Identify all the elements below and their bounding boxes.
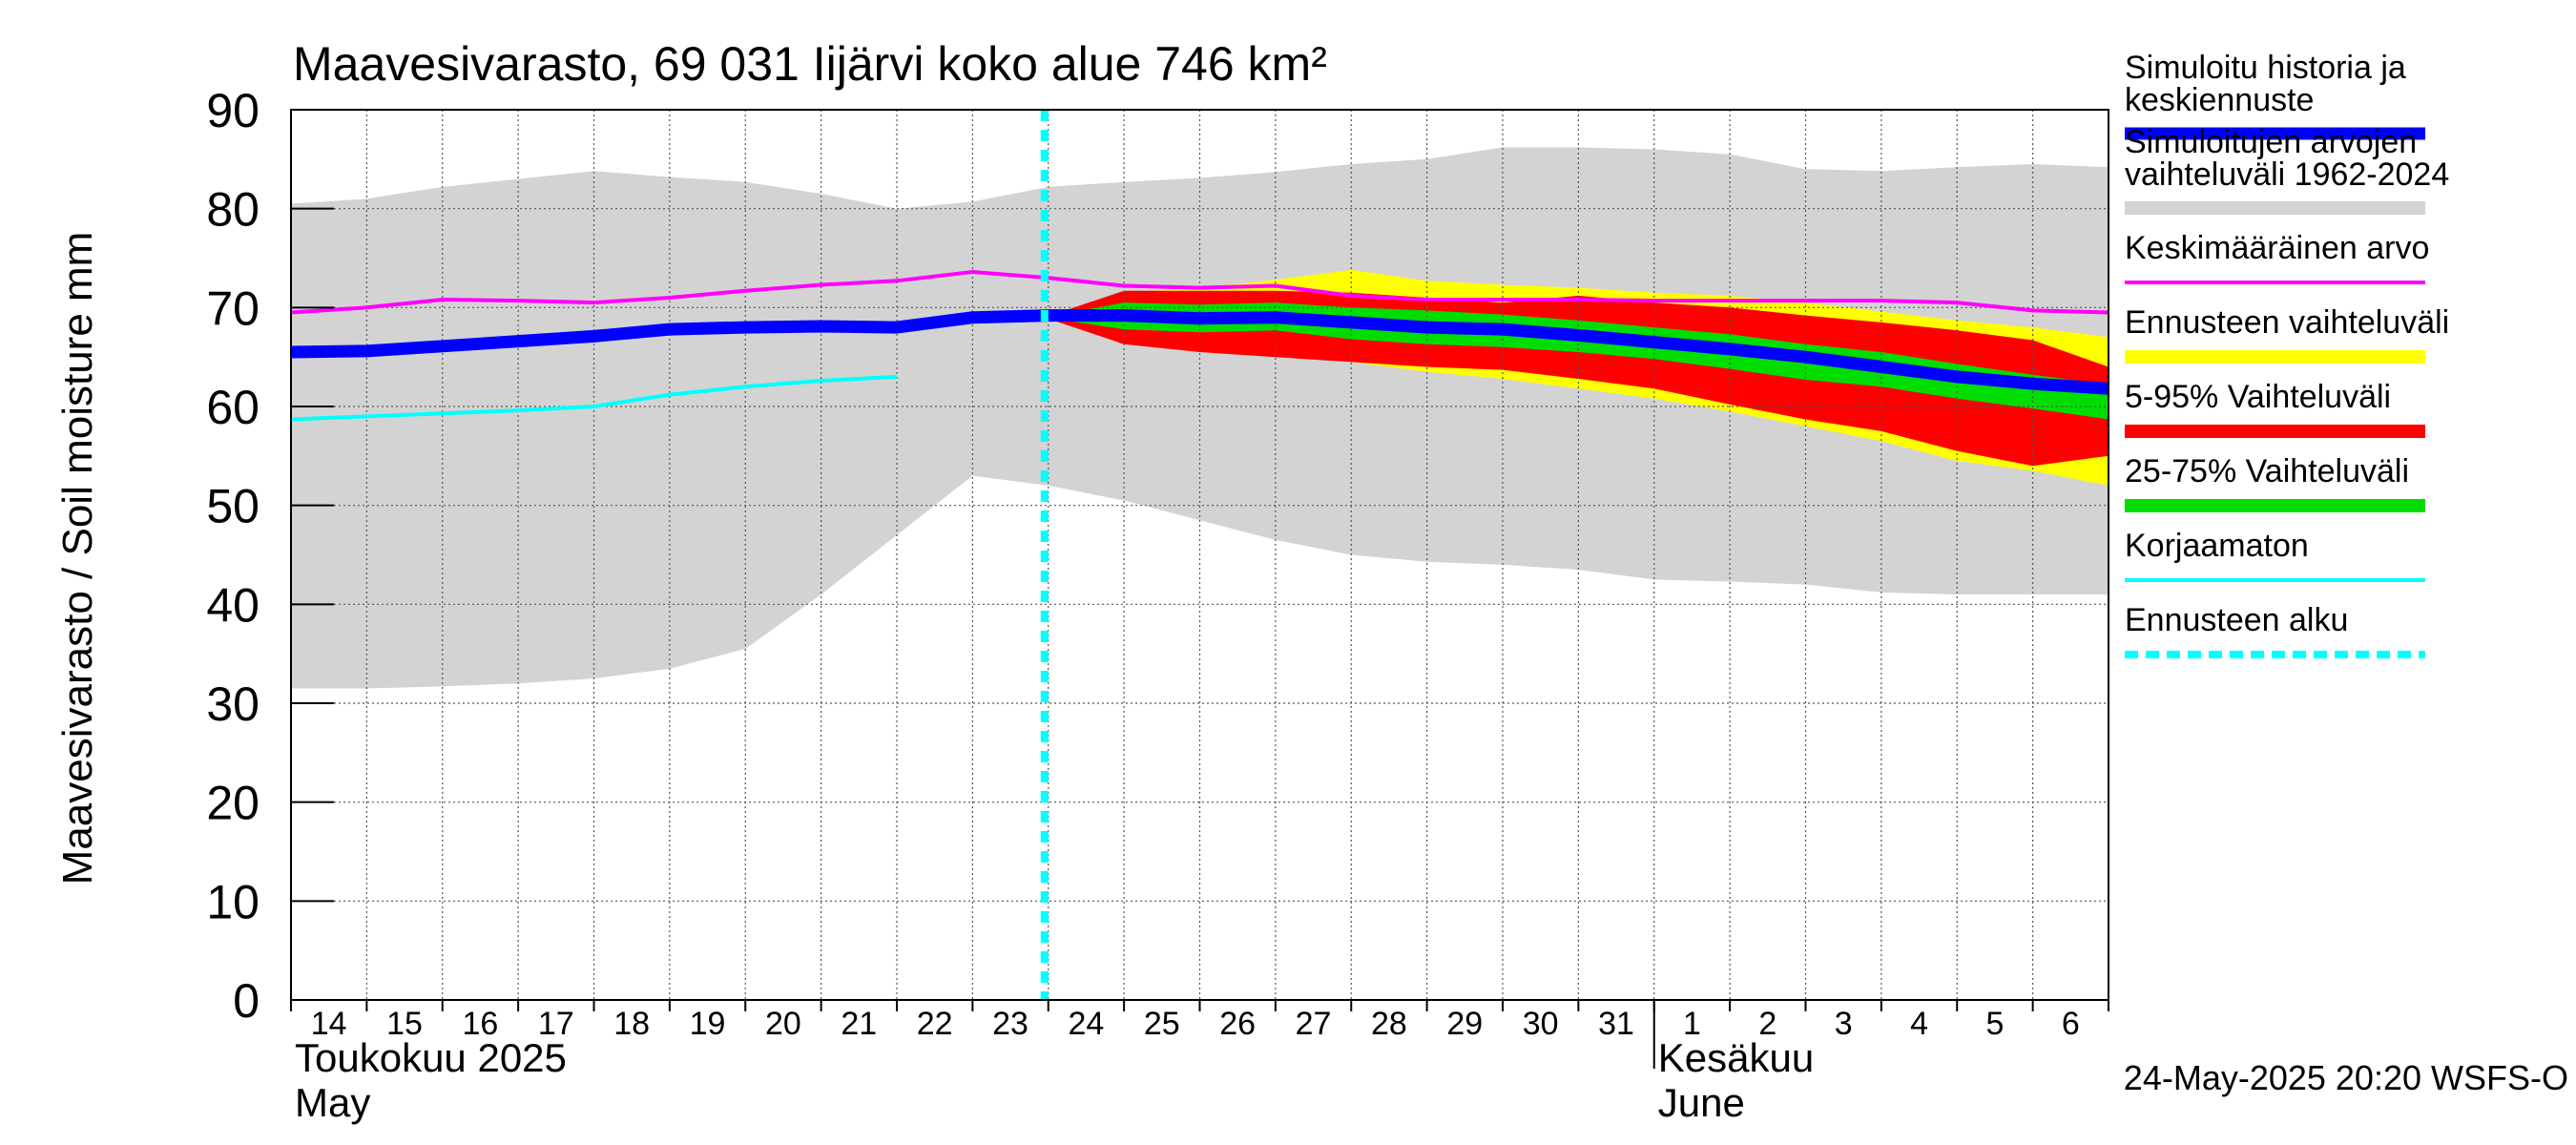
legend-entry: 25-75% Vaihteluväli [2125, 453, 2425, 512]
x-tick-label: 20 [765, 1006, 801, 1042]
month-label-fi: Toukokuu 2025 [295, 1035, 567, 1080]
legend-label-line: 25-75% Vaihteluväli [2125, 453, 2409, 489]
plot-lines [290, 110, 2109, 1000]
x-tick-label: 3 [1835, 1006, 1853, 1042]
legend-swatch [2125, 425, 2425, 438]
x-tick-label: 17 [538, 1006, 574, 1042]
y-tick-label: 20 [206, 777, 260, 830]
legend-entry: Keskimääräinen arvo [2125, 230, 2429, 284]
p25-75-band [1044, 302, 2109, 420]
x-tick-label: 4 [1910, 1006, 1928, 1042]
x-tick-label: 19 [690, 1006, 726, 1042]
y-tick-label: 90 [206, 84, 260, 137]
month-label-en: June [1658, 1080, 1745, 1125]
x-tick-label: 6 [2062, 1006, 2080, 1042]
x-tick-label: 27 [1296, 1006, 1332, 1042]
legend-swatch [2125, 350, 2425, 364]
legend-label: Keskimääräinen arvo [2125, 230, 2429, 266]
legend-label: Simuloitujen arvojen vaihteluväli 1962-20… [2125, 124, 2449, 193]
chart-title: Maavesivarasto, 69 031 Iijärvi koko alue… [293, 37, 1327, 91]
legend-entry: Korjaamaton [2125, 528, 2425, 582]
legend-entry: Ennusteen vaihteluväli [2125, 304, 2449, 364]
x-tick-label: 16 [463, 1006, 499, 1042]
legend-label: 5-95% Vaihteluväli [2125, 379, 2391, 415]
legend-entry: 5-95% Vaihteluväli [2125, 379, 2425, 438]
legend-label-line: Simuloitu historia ja [2125, 50, 2406, 86]
p5-95-band [1044, 290, 2109, 467]
x-tick-label: 5 [1985, 1006, 2004, 1042]
x-tick-label: 31 [1598, 1006, 1634, 1042]
y-tick-label: 70 [206, 281, 260, 335]
legend-label-line: Ennusteen vaihteluväli [2125, 304, 2449, 341]
x-tick-label: 21 [841, 1006, 877, 1042]
x-tick-label: 25 [1144, 1006, 1180, 1042]
legend-label-line: 5-95% Vaihteluväli [2125, 379, 2391, 415]
legend-label-line: Ennusteen alku [2125, 602, 2348, 638]
y-tick-label: 30 [206, 677, 260, 731]
x-tick-label: 15 [386, 1006, 423, 1042]
legend-label: Korjaamaton [2125, 528, 2309, 564]
y-tick-label: 80 [206, 183, 260, 237]
y-tick-label: 0 [233, 974, 260, 1028]
legend-swatch [2125, 201, 2425, 215]
legend-label: 25-75% Vaihteluväli [2125, 453, 2409, 489]
y-tick-label: 40 [206, 578, 260, 632]
legend-swatch [2125, 499, 2425, 512]
x-tick-label: 24 [1069, 1006, 1105, 1042]
y-tick-label: 10 [206, 875, 260, 928]
legend-label-line: Korjaamaton [2125, 528, 2309, 564]
x-tick-label: 14 [311, 1006, 347, 1042]
x-tick-label: 18 [613, 1006, 650, 1042]
legend-label: Ennusteen alku [2125, 602, 2348, 638]
legend-label-line: Simuloitujen arvojen [2125, 124, 2417, 160]
x-tick-label: 29 [1446, 1006, 1483, 1042]
legend-entry: Simuloitu historia ja keskiennuste [2125, 50, 2425, 140]
x-tick-label: 28 [1371, 1006, 1407, 1042]
legend-label: Ennusteen vaihteluväli [2125, 304, 2449, 341]
x-tick-label: 2 [1758, 1006, 1776, 1042]
legend-entry: Simuloitujen arvojen vaihteluväli 1962-20… [2125, 124, 2449, 215]
legend-label-line: vaihteluväli 1962-2024 [2125, 156, 2449, 193]
legend: Simuloitu historia ja keskiennusteSimuloi… [2125, 50, 2449, 658]
median-line [290, 309, 2109, 395]
y-axis-label: Maavesivarasto / Soil moisture mm [54, 232, 101, 885]
legend-entry: Ennusteen alku [2125, 602, 2425, 658]
y-tick-label: 50 [206, 480, 260, 533]
x-tick-label: 1 [1683, 1006, 1701, 1042]
x-tick-label: 26 [1219, 1006, 1256, 1042]
legend-label: Simuloitu historia ja keskiennuste [2125, 50, 2406, 118]
x-tick-label: 30 [1523, 1006, 1559, 1042]
month-label-fi: Kesäkuu [1658, 1035, 1814, 1080]
y-tick-label: 60 [206, 381, 260, 434]
legend-label-line: Keskimääräinen arvo [2125, 230, 2429, 266]
mean-line [290, 269, 2109, 315]
month-label-en: May [295, 1080, 370, 1125]
x-tick-label: 23 [992, 1006, 1028, 1042]
footer-timestamp: 24-May-2025 20:20 WSFS-O [2124, 1058, 2568, 1097]
x-tick-label: 22 [917, 1006, 953, 1042]
uncorrected-line [290, 374, 898, 422]
legend-label-line: keskiennuste [2125, 82, 2314, 118]
